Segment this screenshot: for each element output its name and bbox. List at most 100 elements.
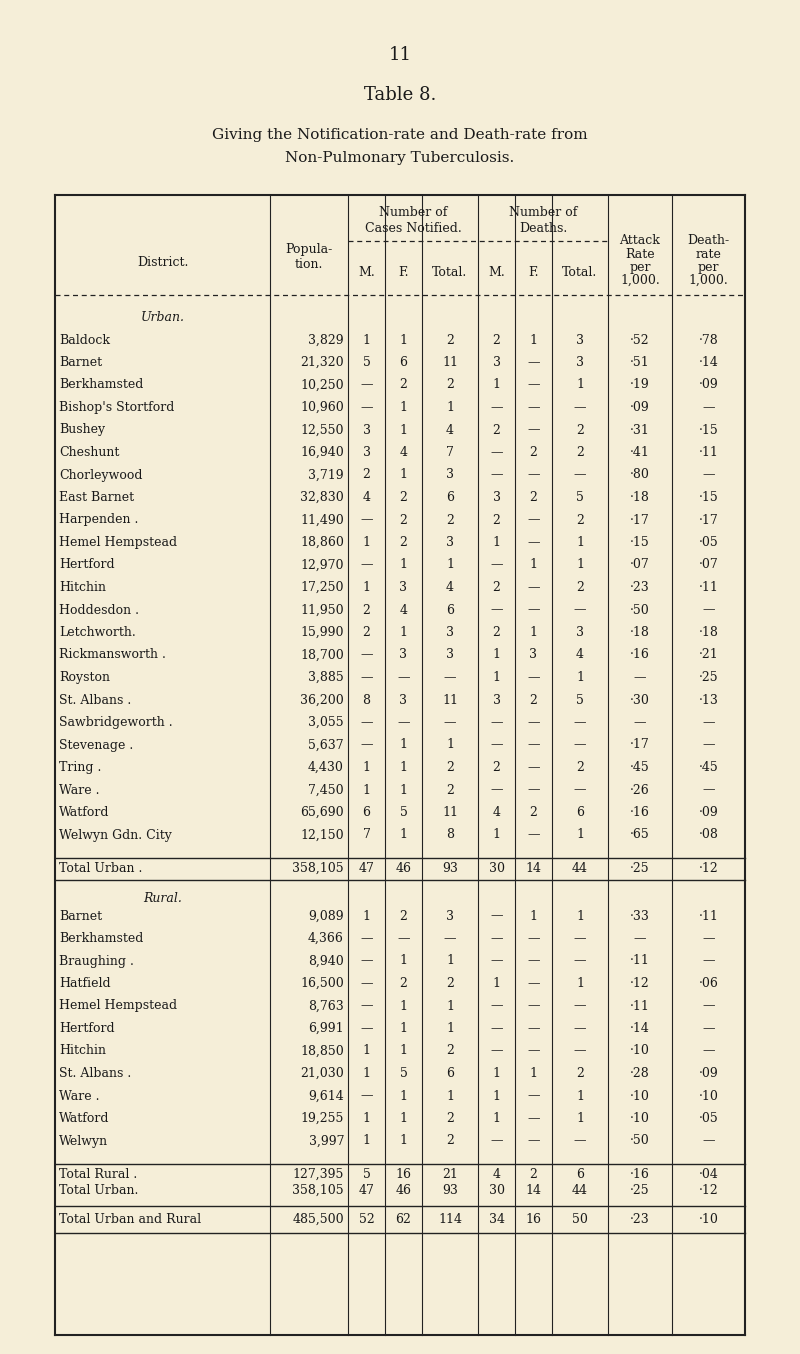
Text: —: —: [574, 784, 586, 796]
Text: 2: 2: [576, 513, 584, 527]
Text: —: —: [574, 468, 586, 482]
Text: ·17: ·17: [630, 513, 650, 527]
Text: 7: 7: [362, 829, 370, 841]
Text: 6: 6: [446, 492, 454, 504]
Text: —: —: [527, 716, 540, 728]
Text: 1: 1: [576, 829, 584, 841]
Text: 1: 1: [399, 468, 407, 482]
Text: —: —: [702, 955, 714, 968]
Text: —: —: [527, 468, 540, 482]
Text: ·15: ·15: [630, 536, 650, 548]
Text: —: —: [702, 1022, 714, 1034]
Text: Barnet: Barnet: [59, 356, 102, 370]
Text: Total Urban.: Total Urban.: [59, 1183, 138, 1197]
Text: —: —: [360, 978, 373, 990]
Text: Letchworth.: Letchworth.: [59, 626, 136, 639]
Text: 1: 1: [493, 978, 501, 990]
Text: 32,830: 32,830: [300, 492, 344, 504]
Text: 1: 1: [446, 738, 454, 751]
Text: 1: 1: [362, 761, 370, 774]
Text: 1: 1: [576, 379, 584, 391]
Text: 1: 1: [399, 1022, 407, 1034]
Text: 18,860: 18,860: [300, 536, 344, 548]
Text: 2: 2: [576, 1067, 584, 1080]
Text: Ware .: Ware .: [59, 1090, 99, 1102]
Text: —: —: [360, 955, 373, 968]
Text: —: —: [527, 829, 540, 841]
Text: 485,500: 485,500: [292, 1213, 344, 1227]
Text: 3: 3: [493, 693, 501, 707]
Text: ·11: ·11: [698, 581, 718, 594]
Text: —: —: [634, 716, 646, 728]
Text: 2: 2: [530, 693, 538, 707]
Text: 62: 62: [395, 1213, 411, 1227]
Text: ·50: ·50: [630, 1135, 650, 1147]
Text: 2: 2: [446, 513, 454, 527]
Text: —: —: [490, 910, 502, 922]
Text: 16,500: 16,500: [300, 978, 344, 990]
Text: 2: 2: [446, 1044, 454, 1057]
Text: —: —: [360, 1090, 373, 1102]
Text: 1,000.: 1,000.: [620, 274, 660, 287]
Text: —: —: [490, 999, 502, 1013]
Text: 21,320: 21,320: [300, 356, 344, 370]
Text: ·11: ·11: [698, 445, 718, 459]
Text: 1: 1: [399, 333, 407, 347]
Text: —: —: [702, 716, 714, 728]
Text: 1: 1: [362, 1044, 370, 1057]
Text: 1: 1: [576, 672, 584, 684]
Text: F.: F.: [528, 267, 538, 279]
Text: 2: 2: [399, 492, 407, 504]
Text: Barnet: Barnet: [59, 910, 102, 922]
Text: 10,250: 10,250: [300, 379, 344, 391]
Text: —: —: [527, 581, 540, 594]
Text: 1: 1: [530, 626, 538, 639]
Text: 4: 4: [576, 649, 584, 662]
Text: 16,940: 16,940: [300, 445, 344, 459]
Text: 11: 11: [442, 693, 458, 707]
Text: —: —: [360, 738, 373, 751]
Text: 1: 1: [493, 649, 501, 662]
Text: 4: 4: [493, 806, 501, 819]
Text: 3: 3: [576, 626, 584, 639]
Text: 8,940: 8,940: [308, 955, 344, 968]
Text: ·19: ·19: [630, 379, 650, 391]
Text: 4: 4: [446, 424, 454, 436]
Text: 2: 2: [399, 513, 407, 527]
Text: —: —: [527, 1022, 540, 1034]
Text: ·09: ·09: [698, 806, 718, 819]
Text: ·26: ·26: [630, 784, 650, 796]
Text: ·04: ·04: [698, 1169, 718, 1181]
Text: 1: 1: [493, 1090, 501, 1102]
Text: Sawbridgeworth .: Sawbridgeworth .: [59, 716, 173, 728]
Text: 2: 2: [362, 468, 370, 482]
Text: Non-Pulmonary Tuberculosis.: Non-Pulmonary Tuberculosis.: [286, 152, 514, 165]
Text: Cheshunt: Cheshunt: [59, 445, 119, 459]
Text: 1: 1: [399, 1044, 407, 1057]
Text: 4,430: 4,430: [308, 761, 344, 774]
Text: —: —: [574, 1135, 586, 1147]
Text: ·15: ·15: [698, 424, 718, 436]
Text: Popula-: Popula-: [286, 244, 333, 256]
Text: 12,970: 12,970: [301, 558, 344, 571]
Text: M.: M.: [488, 267, 505, 279]
Text: 2: 2: [446, 333, 454, 347]
Text: ·14: ·14: [630, 1022, 650, 1034]
Text: Attack: Attack: [619, 234, 661, 248]
Text: —: —: [360, 999, 373, 1013]
Text: 1: 1: [399, 1090, 407, 1102]
Text: 358,105: 358,105: [292, 1183, 344, 1197]
Text: Hemel Hempstead: Hemel Hempstead: [59, 536, 177, 548]
Text: 1: 1: [576, 910, 584, 922]
Text: —: —: [527, 604, 540, 616]
Text: —: —: [527, 932, 540, 945]
Text: ·31: ·31: [630, 424, 650, 436]
Text: 5: 5: [362, 356, 370, 370]
Text: 15,990: 15,990: [301, 626, 344, 639]
Text: 2: 2: [446, 379, 454, 391]
Text: 44: 44: [572, 862, 588, 875]
Text: 3,829: 3,829: [308, 333, 344, 347]
Text: Bushey: Bushey: [59, 424, 105, 436]
Text: —: —: [398, 932, 410, 945]
Text: —: —: [527, 513, 540, 527]
